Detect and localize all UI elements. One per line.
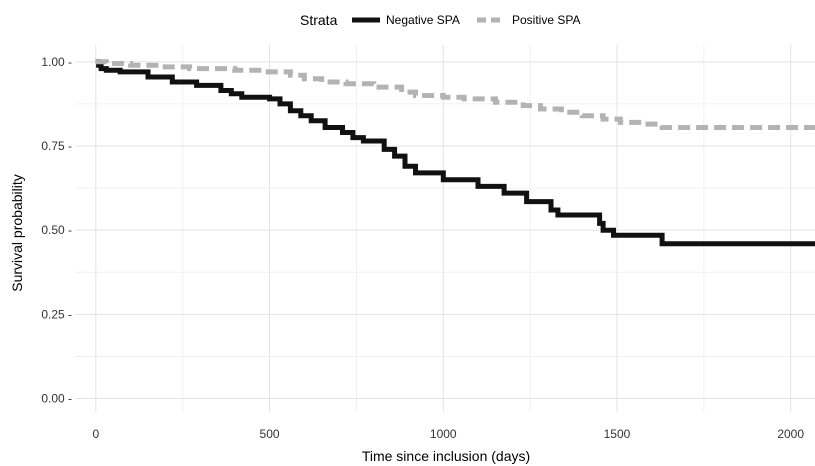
y-tick-label: 1.00 - bbox=[41, 55, 72, 69]
x-tick-label: 500 bbox=[260, 427, 280, 441]
x-tick-label: 1000 bbox=[430, 427, 457, 441]
legend-label-positive-spa: Positive SPA bbox=[512, 13, 580, 27]
y-tick-label: 0.50 - bbox=[41, 223, 72, 237]
axes: 0 500 1000 1500 2000 0.00 - 0.25 - 0.50 - 0.75 -… bbox=[41, 55, 804, 441]
series-negative-spa bbox=[95, 59, 815, 247]
x-tick-label: 0 bbox=[93, 427, 100, 441]
y-tick-label: 0.75 - bbox=[41, 139, 72, 153]
survival-curves bbox=[95, 59, 815, 247]
x-tick-label: 2000 bbox=[777, 427, 804, 441]
legend: Strata Negative SPA Positive SPA bbox=[300, 12, 580, 28]
y-tick-label: 0.25 - bbox=[41, 307, 72, 321]
legend-label-negative-spa: Negative SPA bbox=[386, 13, 460, 27]
x-axis-title: Time since inclusion (days) bbox=[362, 448, 530, 464]
y-tick-label: 0.00 - bbox=[41, 392, 72, 406]
series-positive-spa bbox=[95, 59, 815, 130]
y-axis-title: Survival probability bbox=[9, 174, 25, 292]
x-tick-label: 1500 bbox=[604, 427, 631, 441]
grid bbox=[75, 45, 815, 412]
legend-title: Strata bbox=[300, 12, 338, 28]
